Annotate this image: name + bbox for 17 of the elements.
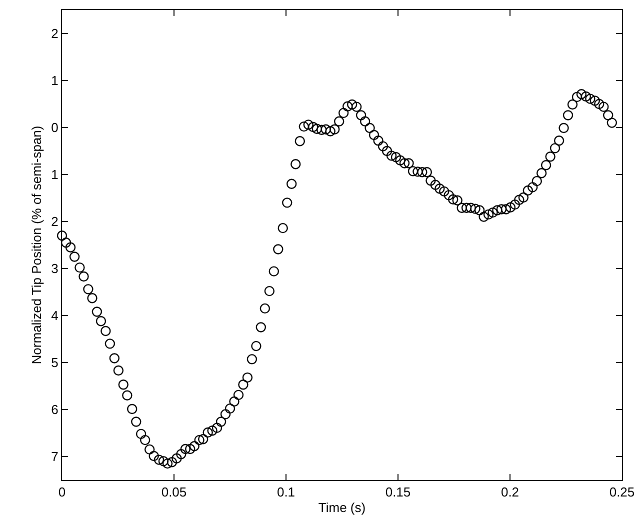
y-tick-label: 2 bbox=[51, 214, 58, 230]
y-tick-label: 1 bbox=[51, 73, 58, 88]
y-tick-label: 0 bbox=[51, 120, 58, 136]
y-tick-label: 7 bbox=[51, 449, 58, 464]
x-tick-label: 0.1 bbox=[276, 484, 296, 500]
y-tick-label: 3 bbox=[51, 261, 58, 276]
x-tick-label: 0.15 bbox=[385, 484, 411, 500]
x-axis-title: Time (s) bbox=[318, 500, 366, 516]
y-tick-label: 4 bbox=[51, 308, 58, 324]
y-tick-label: 2 bbox=[51, 26, 58, 42]
x-tick-label: 0.25 bbox=[609, 484, 635, 500]
y-tick-label: 5 bbox=[51, 355, 58, 370]
x-tick-label: 0.2 bbox=[500, 484, 520, 500]
y-axis-title: Normalized Tip Position (% of semi-span) bbox=[29, 126, 44, 364]
x-tick-label: 0.05 bbox=[161, 484, 187, 500]
y-tick-label: 1 bbox=[51, 167, 58, 182]
y-tick-label: 6 bbox=[51, 402, 58, 418]
